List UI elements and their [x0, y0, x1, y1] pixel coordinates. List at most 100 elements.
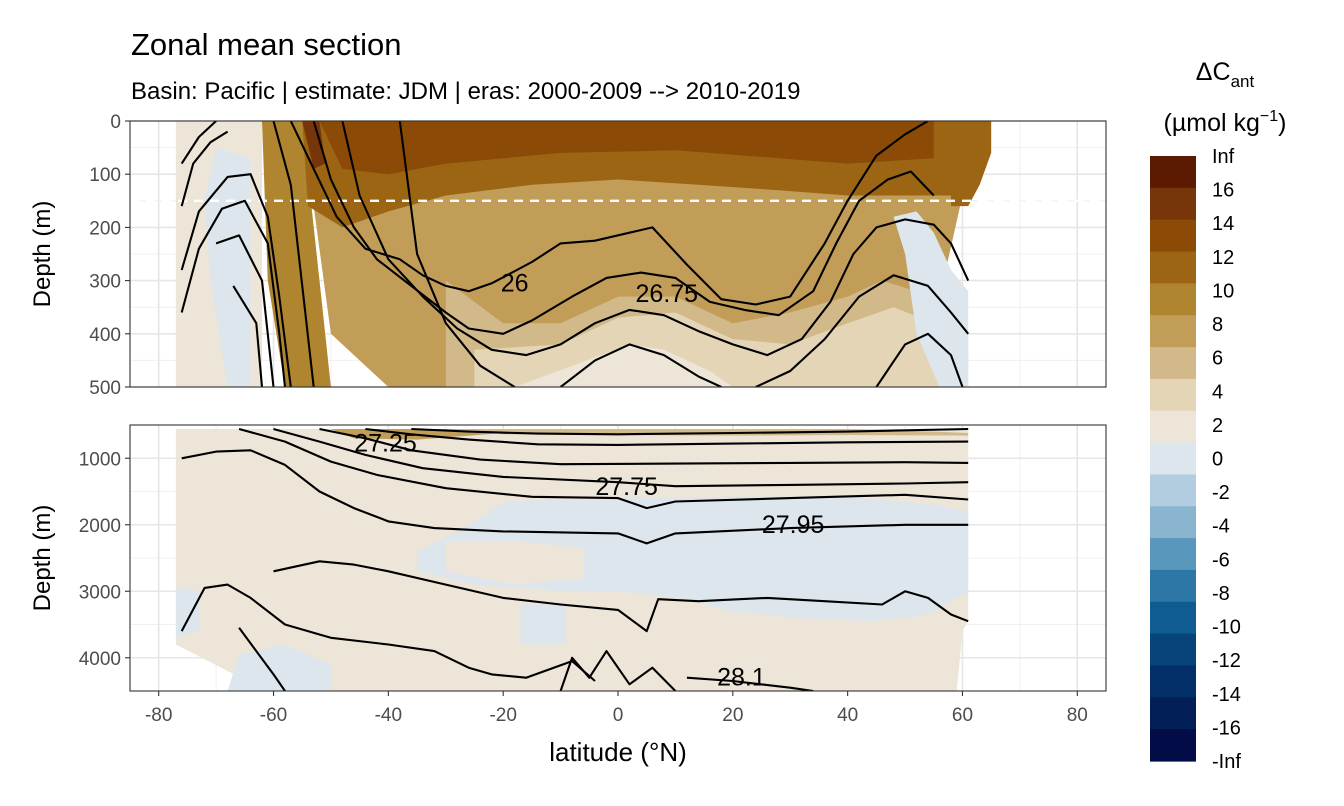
legend-swatch: [1150, 633, 1196, 667]
legend-label: 12: [1212, 247, 1234, 269]
anomaly-region: [204, 147, 251, 387]
anomaly-region: [175, 587, 199, 638]
legend-swatch: [1150, 697, 1196, 730]
legend-label: 8: [1212, 314, 1223, 336]
isopycnal-line: [232, 285, 264, 387]
x-tick-label: 20: [722, 705, 743, 726]
legend-labels: Inf 16 14 12 10 8 6 4 2 0 -2 -4 -6 -8 -10 -12 -14 -16 -Inf: [1212, 146, 1241, 773]
legend-label: 6: [1212, 348, 1223, 370]
legend-swatch: [1150, 474, 1196, 507]
isopycnal-line: [875, 332, 964, 387]
x-tick-label: 0: [613, 705, 624, 726]
upper-anomaly-fill: [175, 121, 992, 387]
legend-swatch: [1150, 601, 1196, 635]
isopycnal-line: [365, 427, 969, 446]
y-tick-label: 500: [89, 378, 121, 399]
anomaly-region: [445, 541, 584, 585]
upper-panel-border: [129, 120, 1107, 388]
isopycnal-line: [272, 121, 315, 387]
legend-label: -14: [1212, 684, 1241, 706]
x-tick-label: 60: [952, 705, 973, 726]
isopycnal-label: 27.75: [595, 473, 658, 501]
y-tick-label: 3000: [79, 582, 121, 603]
upper-isopycnals: [180, 121, 970, 387]
legend-unit: (µmol kg−1): [1164, 108, 1287, 137]
legend-title-main: ΔC: [1196, 58, 1231, 86]
upper-isopycnal-labels: 26 26.75: [501, 269, 698, 308]
isopycnal-line: [319, 427, 969, 466]
anomaly-region: [951, 121, 992, 207]
x-tick-label: 80: [1067, 705, 1088, 726]
upper-y-axis-title: Depth (m): [29, 201, 56, 308]
lower-panel: 27.25 27.75 27.95 28.1 1000 2000 3000 4000 Dep…: [29, 424, 1107, 692]
anomaly-region: [514, 344, 733, 387]
anomaly-region: [302, 121, 326, 169]
legend-swatch: [1150, 219, 1196, 253]
isopycnal-line: [180, 583, 596, 682]
legend-label: 10: [1212, 280, 1234, 302]
isopycnal-line: [238, 627, 286, 691]
y-tick-label: 100: [89, 165, 121, 186]
isopycnal-line: [559, 650, 677, 691]
legend-swatch: [1150, 283, 1196, 316]
chart-subtitle: Basin: Pacific | estimate: JDM | eras: 2…: [131, 78, 800, 105]
legend-label: -4: [1212, 516, 1230, 538]
isopycnal-line: [398, 121, 516, 387]
legend-label: 0: [1212, 449, 1223, 471]
legend-title: ΔCant: [1196, 58, 1255, 91]
legend-title-subscript: ant: [1231, 72, 1255, 91]
x-tick-label: -40: [375, 705, 402, 726]
anomaly-region: [675, 604, 951, 671]
legend-swatch: [1150, 156, 1196, 189]
legend-swatch: [1150, 729, 1196, 762]
legend-label: -8: [1212, 583, 1230, 605]
upper-panel: 26 26.75 0 100 200 300 400 500 Depth (m): [29, 112, 1107, 399]
legend-swatch: [1150, 506, 1196, 539]
legend-swatch: [1150, 347, 1196, 380]
isopycnal-line: [411, 427, 969, 436]
legend-swatch: [1150, 442, 1196, 476]
legend-unit-superscript: −1: [1260, 108, 1278, 125]
isopycnal-line: [312, 121, 935, 335]
legend-label: 2: [1212, 415, 1223, 437]
isopycnal-label: 27.95: [762, 511, 825, 539]
color-legend: ΔCant (µmol kg−1) Inf 16 14 12 10 8 6 4 2 0 -2 -4 -6…: [1150, 58, 1286, 773]
legend-swatch: [1150, 569, 1196, 603]
x-tick-label: -20: [489, 705, 516, 726]
anomaly-region: [520, 604, 567, 645]
isopycnal-line: [273, 427, 969, 488]
x-tick-label: -80: [145, 705, 172, 726]
upper-y-axis: 0 100 200 300 400 500: [89, 112, 130, 399]
anomaly-region: [417, 496, 969, 632]
isopycnal-line: [289, 121, 929, 306]
anomaly-region: [319, 121, 934, 175]
legend-label: -10: [1212, 617, 1241, 639]
x-axis-title: latitude (°N): [549, 737, 687, 767]
legend-label: Inf: [1212, 146, 1235, 168]
isopycnal-line: [273, 560, 969, 633]
legend-label: -2: [1212, 482, 1230, 504]
y-tick-label: 0: [110, 112, 121, 133]
y-tick-label: 1000: [79, 449, 121, 470]
lower-y-axis: 1000 2000 3000 4000: [79, 449, 130, 670]
y-tick-label: 4000: [79, 649, 121, 670]
isopycnal-line: [686, 676, 814, 691]
legend-swatch: [1150, 251, 1196, 284]
legend-unit-suffix: ): [1278, 109, 1286, 137]
y-tick-label: 2000: [79, 516, 121, 537]
isopycnal-label: 26: [501, 269, 529, 297]
legend-unit-prefix: (µmol kg: [1164, 109, 1260, 137]
legend-swatch: [1150, 187, 1196, 221]
legend-swatch: [1150, 378, 1196, 412]
x-tick-label: 40: [837, 705, 858, 726]
legend-label: 16: [1212, 180, 1234, 202]
isopycnal-line: [559, 343, 722, 387]
x-axis: -80 -60 -40 -20 0 20 40 60 80: [145, 691, 1088, 726]
legend-label: -Inf: [1212, 751, 1241, 773]
legend-label: 4: [1212, 381, 1223, 403]
y-tick-label: 200: [89, 218, 121, 239]
legend-swatch: [1150, 538, 1196, 571]
legend-label: -16: [1212, 717, 1241, 739]
isopycnal-line: [180, 130, 229, 207]
